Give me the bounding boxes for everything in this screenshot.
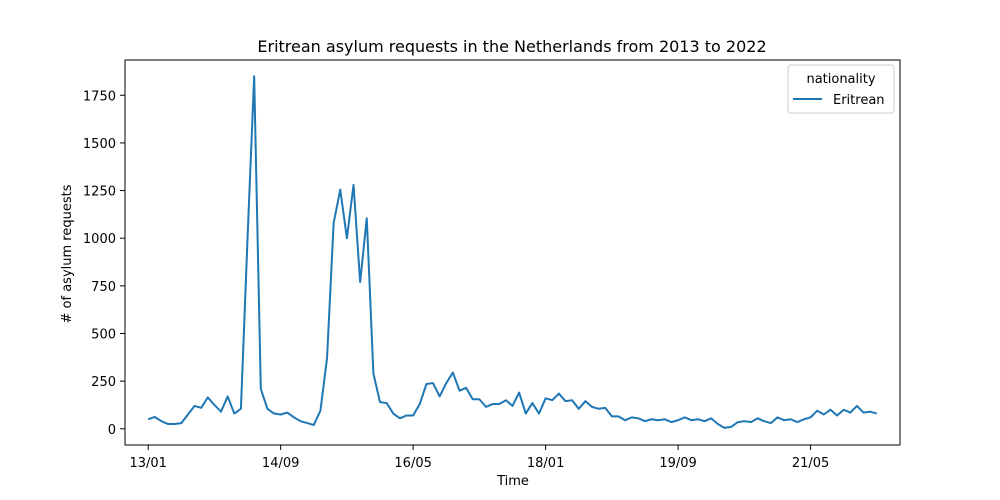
chart-title: Eritrean asylum requests in the Netherla… (257, 37, 766, 56)
x-axis-ticks: 13/01 14/09 16/05 18/01 19/09 21/05 (129, 445, 829, 471)
y-axis-label: # of asylum requests (60, 184, 75, 323)
y-tick-label: 1750 (83, 89, 116, 104)
y-tick-label: 500 (91, 328, 116, 343)
x-tick-label: 21/05 (792, 456, 829, 471)
y-tick-label: 250 (91, 375, 116, 390)
x-axis-label: Time (496, 474, 529, 489)
y-tick-label: 0 (108, 423, 116, 438)
x-tick-label: 16/05 (394, 456, 431, 471)
legend-entry-eritrean: Eritrean (833, 93, 885, 108)
x-tick-label: 13/01 (129, 456, 166, 471)
y-tick-label: 1500 (83, 137, 116, 152)
x-tick-label: 14/09 (262, 456, 299, 471)
y-axis-ticks: 0 250 500 750 1000 1250 1500 1750 (83, 89, 125, 438)
legend-box (787, 64, 895, 114)
plot-frame (124, 59, 901, 446)
series-line-eritrean (147, 75, 878, 429)
y-tick-label: 1000 (83, 232, 116, 247)
x-tick-label: 18/01 (527, 456, 564, 471)
legend-title: nationality (806, 72, 875, 87)
y-tick-label: 750 (91, 280, 116, 295)
legend: nationality Eritrean (787, 64, 895, 114)
y-tick-label: 1250 (83, 185, 116, 200)
x-tick-label: 19/09 (659, 456, 696, 471)
plot-area (147, 75, 878, 429)
